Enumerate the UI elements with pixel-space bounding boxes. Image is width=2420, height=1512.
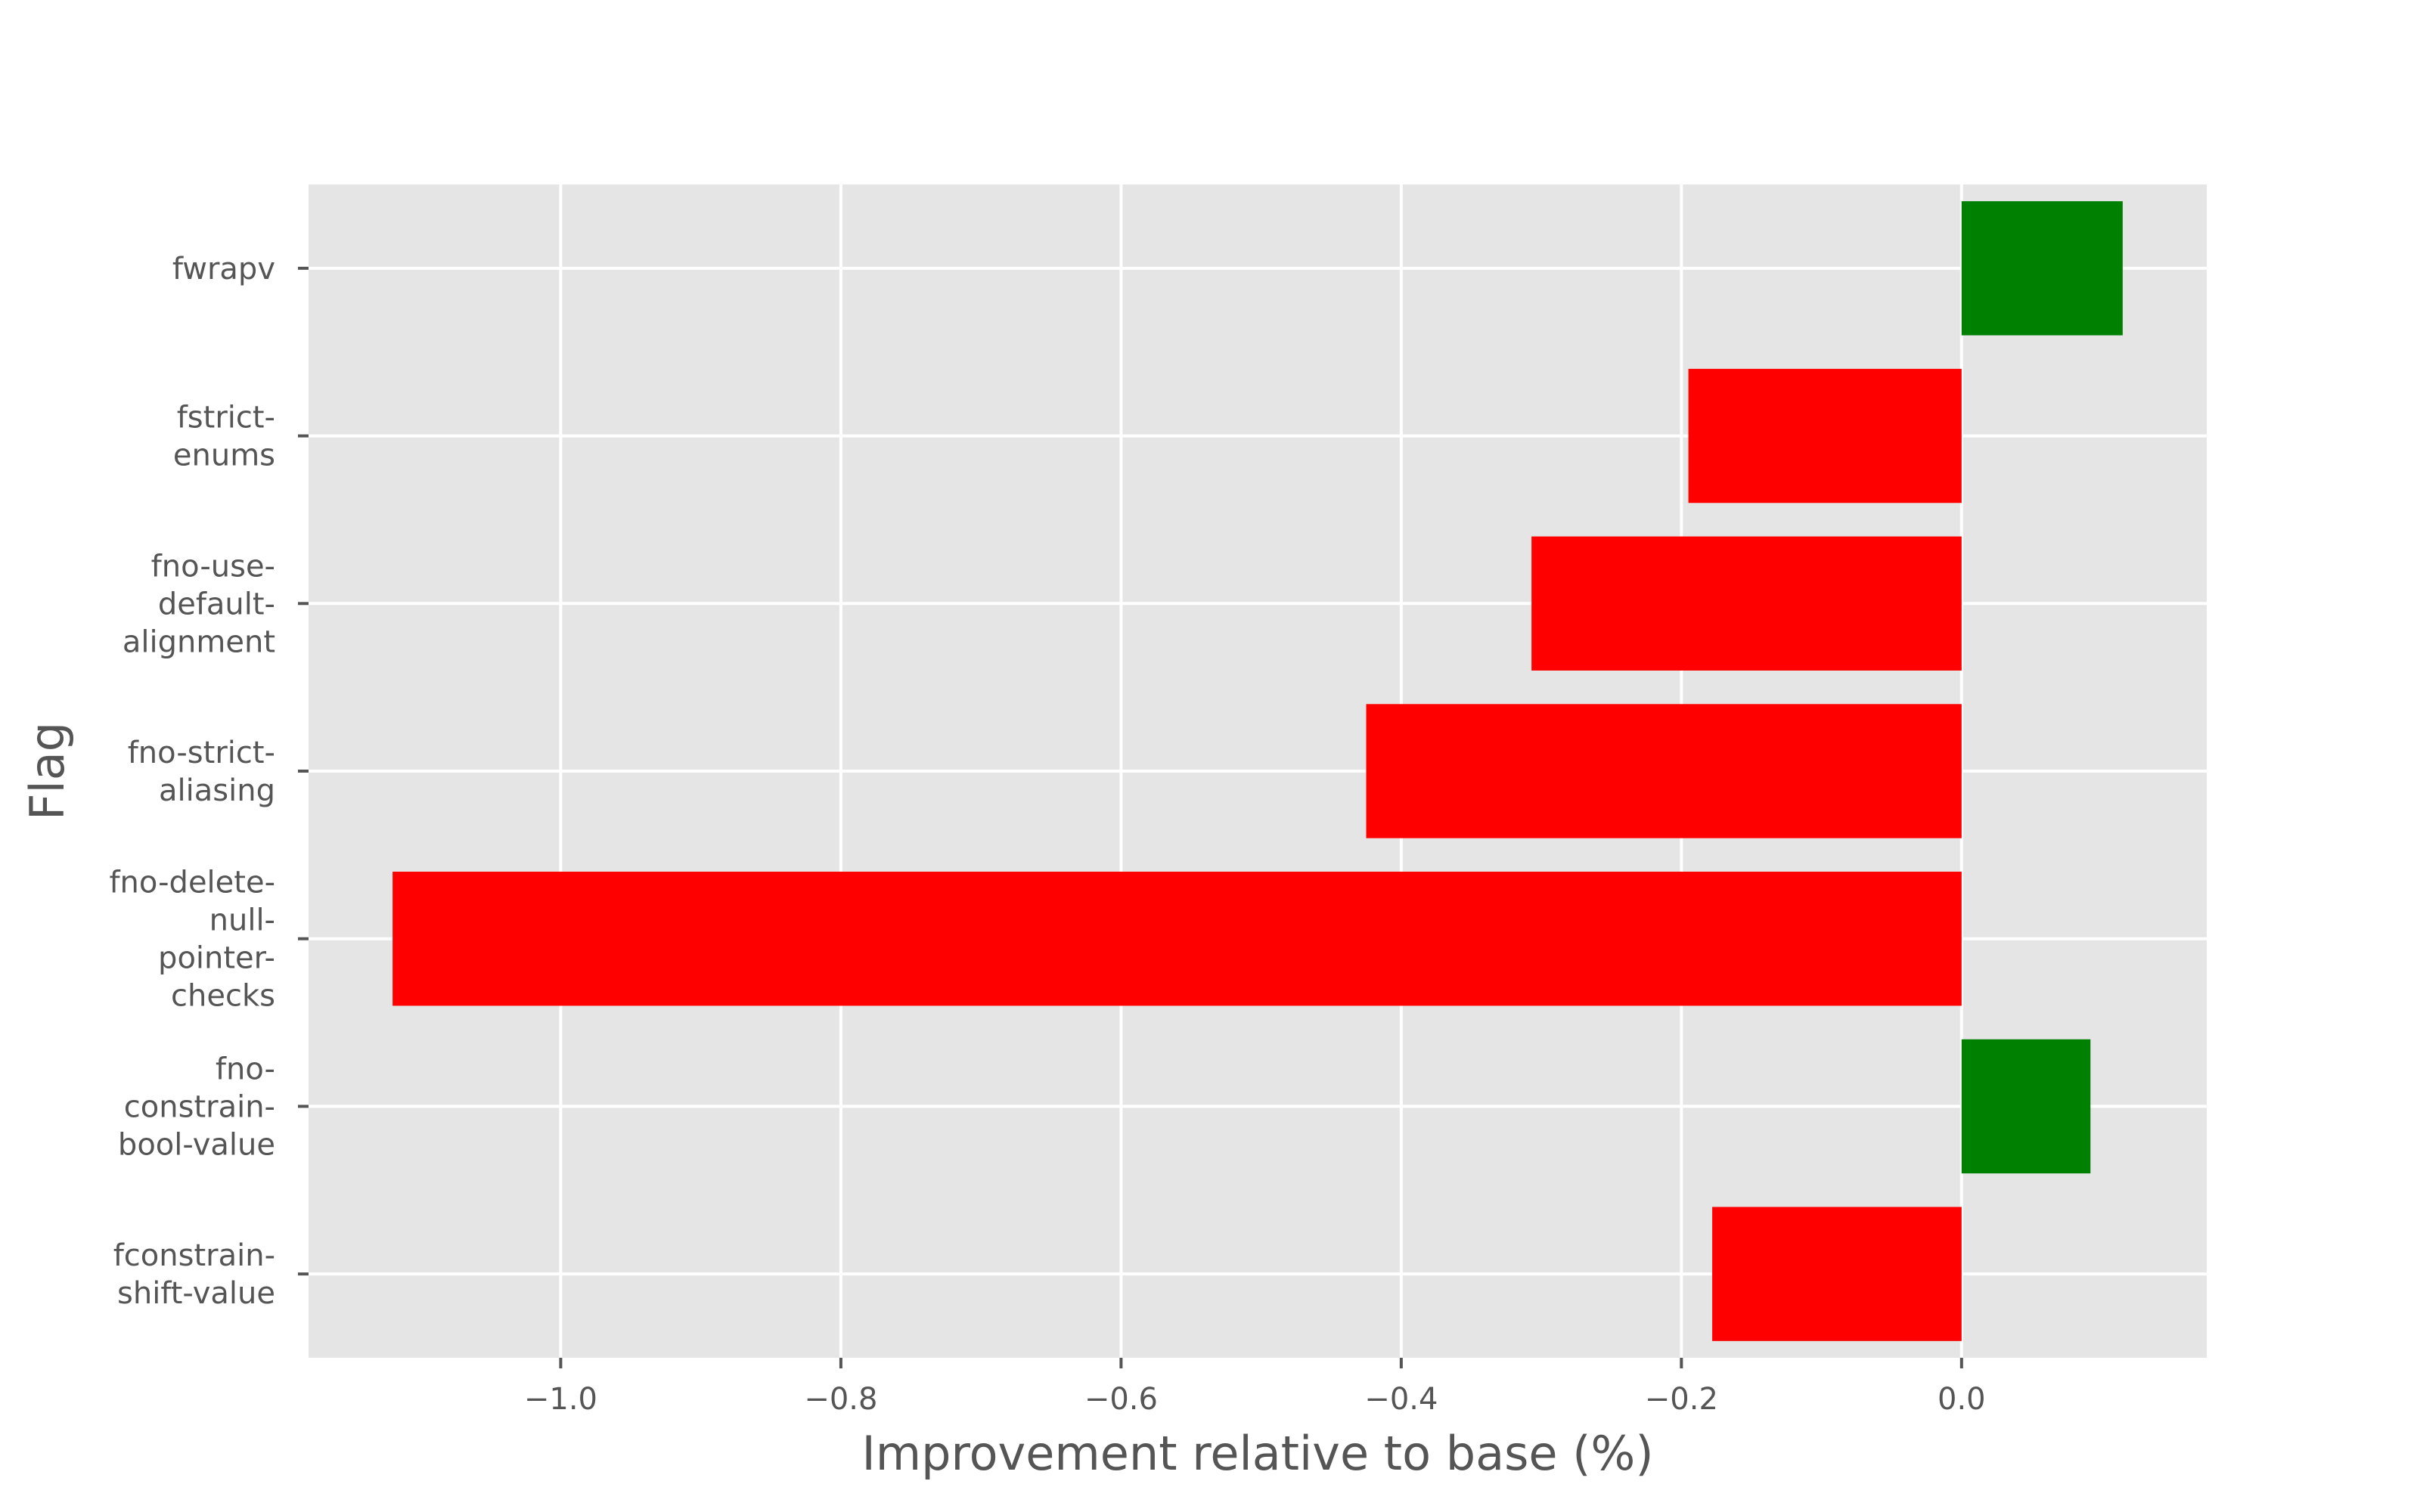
bar-fno-delete-null-pointer-checks: [392, 872, 1962, 1006]
y-tick-label: fno-use-default-alignment: [123, 549, 275, 659]
bar-fstrict-enums: [1688, 368, 1962, 503]
y-axis-title: Flag: [20, 722, 75, 820]
x-tick-label: −0.8: [804, 1382, 877, 1417]
x-axis-title: Improvement relative to base (%): [861, 1426, 1653, 1481]
y-tick-label: fno-constrain-bool-value: [118, 1052, 275, 1162]
bar-fwrapv: [1961, 201, 2123, 336]
x-tick-label: −0.2: [1645, 1382, 1718, 1417]
y-tick-label: fno-delete-null-pointer-checks: [109, 866, 275, 1014]
axis-ticks: −1.0 −0.8 −0.6 −0.4 −0.2 0.0 fwrapv fstrict-enu…: [109, 252, 1985, 1417]
y-tick-label: fstrict-enums: [173, 401, 275, 473]
y-tick-label: fconstrain-shift-value: [113, 1238, 275, 1311]
x-tick-label: −0.6: [1084, 1382, 1158, 1417]
y-tick-label: fno-strict-aliasing: [128, 736, 275, 808]
bar-fno-constrain-bool-value: [1961, 1039, 2091, 1174]
bar-fno-use-default-alignment: [1531, 536, 1962, 671]
x-tick-label: −0.4: [1364, 1382, 1438, 1417]
bars: [392, 201, 2123, 1341]
y-tick-label: fwrapv: [172, 252, 275, 287]
bar-fno-strict-aliasing: [1366, 704, 1962, 838]
x-tick-label: 0.0: [1938, 1382, 1986, 1417]
bar-fconstrain-shift-value: [1712, 1207, 1962, 1341]
x-tick-label: −1.0: [524, 1382, 597, 1417]
